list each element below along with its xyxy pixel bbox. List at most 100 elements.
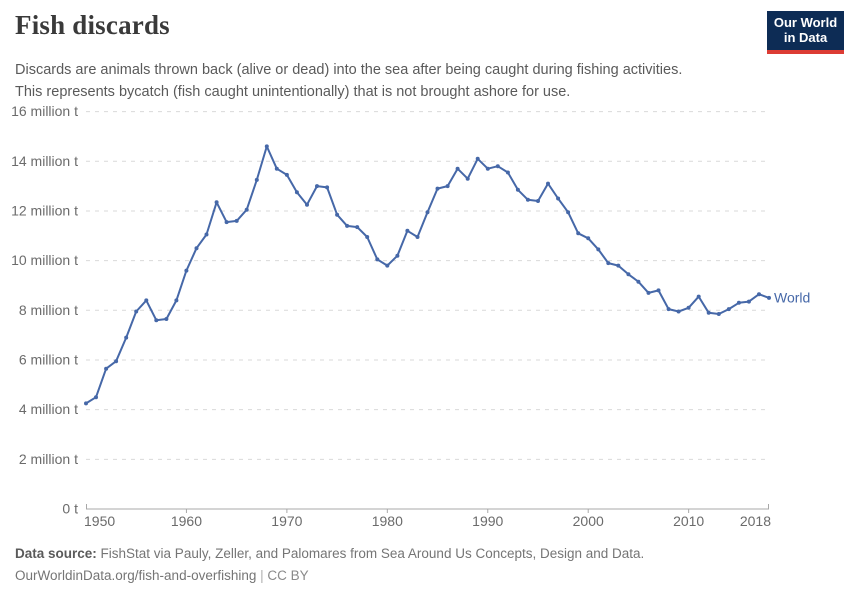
data-point-marker[interactable] — [335, 212, 340, 217]
world-series-line[interactable] — [85, 145, 770, 405]
data-point-marker[interactable] — [596, 247, 601, 252]
data-point-marker[interactable] — [284, 172, 289, 177]
data-point-marker[interactable] — [505, 170, 510, 175]
x-axis-tick-label: 1950 — [84, 513, 115, 529]
owid-logo-line1: Our World — [773, 15, 838, 30]
data-point-marker[interactable] — [274, 166, 279, 171]
data-point-marker[interactable] — [365, 235, 370, 239]
data-point-marker[interactable] — [616, 263, 621, 268]
data-point-marker[interactable] — [375, 257, 380, 262]
data-point-marker[interactable] — [686, 305, 691, 310]
data-point-marker[interactable] — [174, 298, 179, 303]
data-point-marker[interactable] — [586, 236, 591, 241]
data-point-marker[interactable] — [325, 185, 330, 190]
data-point-marker[interactable] — [294, 190, 299, 195]
data-point-marker[interactable] — [345, 223, 350, 228]
data-point-marker[interactable] — [676, 309, 681, 314]
data-point-marker[interactable] — [154, 318, 159, 323]
data-point-marker[interactable] — [706, 310, 711, 315]
data-point-marker[interactable] — [736, 300, 741, 305]
data-point-marker[interactable] — [224, 220, 229, 225]
owid-url-link[interactable]: OurWorldinData.org/fish-and-overfishing — [15, 567, 257, 583]
data-point-marker[interactable] — [525, 197, 530, 202]
data-point-marker[interactable] — [144, 298, 149, 303]
data-point-marker[interactable] — [536, 199, 540, 203]
data-point-marker[interactable] — [264, 144, 269, 149]
x-axis-tick-label: 1980 — [372, 513, 403, 529]
data-point-marker[interactable] — [244, 207, 249, 212]
series-label-world[interactable]: World — [774, 289, 810, 305]
data-point-marker[interactable] — [546, 181, 550, 186]
chart-subtitle: Discards are animals thrown back (alive … — [15, 60, 682, 103]
data-point-marker[interactable] — [84, 401, 88, 406]
data-point-marker[interactable] — [445, 184, 450, 189]
data-point-marker[interactable] — [415, 235, 420, 239]
data-point-marker[interactable] — [646, 290, 651, 295]
data-point-marker[interactable] — [656, 288, 661, 293]
data-point-marker[interactable] — [254, 177, 259, 182]
y-axis-tick-label: 2 million t — [19, 451, 78, 467]
x-axis-tick-label: 1960 — [171, 513, 202, 529]
data-point-marker[interactable] — [515, 187, 520, 192]
data-point-marker[interactable] — [94, 395, 98, 400]
y-axis-tick-label: 10 million t — [11, 252, 78, 268]
data-point-marker[interactable] — [556, 196, 561, 201]
y-axis-tick-label: 16 million t — [11, 103, 78, 119]
data-point-marker[interactable] — [606, 261, 611, 266]
footer-link-line: OurWorldinData.org/fish-and-overfishing … — [15, 565, 644, 587]
data-point-marker[interactable] — [164, 317, 169, 321]
data-point-marker[interactable] — [576, 231, 581, 236]
data-point-marker[interactable] — [194, 246, 199, 251]
data-source-label: Data source: — [15, 546, 97, 561]
license-label: CC BY — [267, 567, 309, 583]
data-point-marker[interactable] — [626, 272, 631, 277]
data-point-marker[interactable] — [475, 156, 480, 161]
y-axis-tick-label: 0 t — [62, 501, 78, 517]
x-axis-tick-label: 2010 — [673, 513, 704, 529]
data-point-marker[interactable] — [184, 268, 189, 273]
data-source-text: FishStat via Pauly, Zeller, and Palomare… — [96, 546, 645, 561]
data-point-marker[interactable] — [104, 366, 109, 371]
data-point-marker[interactable] — [767, 295, 771, 300]
data-point-marker[interactable] — [134, 309, 139, 314]
data-point-marker[interactable] — [124, 335, 129, 340]
x-axis-tick-label: 2000 — [573, 513, 604, 529]
data-point-marker[interactable] — [566, 210, 571, 215]
data-point-marker[interactable] — [405, 228, 410, 233]
data-point-marker[interactable] — [666, 307, 671, 312]
data-point-marker[interactable] — [214, 200, 219, 205]
data-point-marker[interactable] — [465, 176, 470, 181]
data-point-marker[interactable] — [696, 294, 701, 299]
data-point-marker[interactable] — [726, 307, 731, 312]
y-axis-tick-label: 14 million t — [11, 153, 78, 169]
data-point-marker[interactable] — [395, 253, 400, 258]
data-point-marker[interactable] — [455, 166, 460, 171]
data-point-marker[interactable] — [385, 263, 390, 268]
data-point-marker[interactable] — [746, 299, 751, 304]
page-title: Fish discards — [15, 10, 170, 40]
y-axis-tick-label: 6 million t — [19, 351, 78, 367]
data-point-marker[interactable] — [234, 218, 239, 223]
data-point-marker[interactable] — [636, 279, 641, 284]
subtitle-line-1: Discards are animals thrown back (alive … — [15, 62, 683, 78]
owid-logo[interactable]: Our World in Data — [767, 11, 844, 54]
data-point-marker[interactable] — [435, 186, 440, 191]
data-point-marker[interactable] — [315, 184, 319, 189]
data-point-marker[interactable] — [757, 292, 761, 297]
data-point-marker[interactable] — [114, 359, 119, 364]
x-axis-tick-label: 1990 — [472, 513, 503, 529]
data-point-marker[interactable] — [495, 164, 500, 169]
data-point-marker[interactable] — [355, 225, 360, 230]
data-point-marker[interactable] — [716, 312, 721, 316]
x-axis-tick-label: 2018 — [740, 513, 771, 529]
y-axis-tick-label: 4 million t — [19, 401, 78, 417]
data-point-marker[interactable] — [305, 202, 309, 207]
chart-footer: Data source: FishStat via Pauly, Zeller,… — [15, 543, 644, 586]
data-point-marker[interactable] — [485, 166, 490, 171]
data-point-marker[interactable] — [204, 232, 209, 237]
data-point-marker[interactable] — [425, 210, 430, 215]
y-axis-tick-label: 8 million t — [19, 302, 78, 318]
subtitle-line-2: This represents bycatch (fish caught uni… — [15, 83, 571, 100]
